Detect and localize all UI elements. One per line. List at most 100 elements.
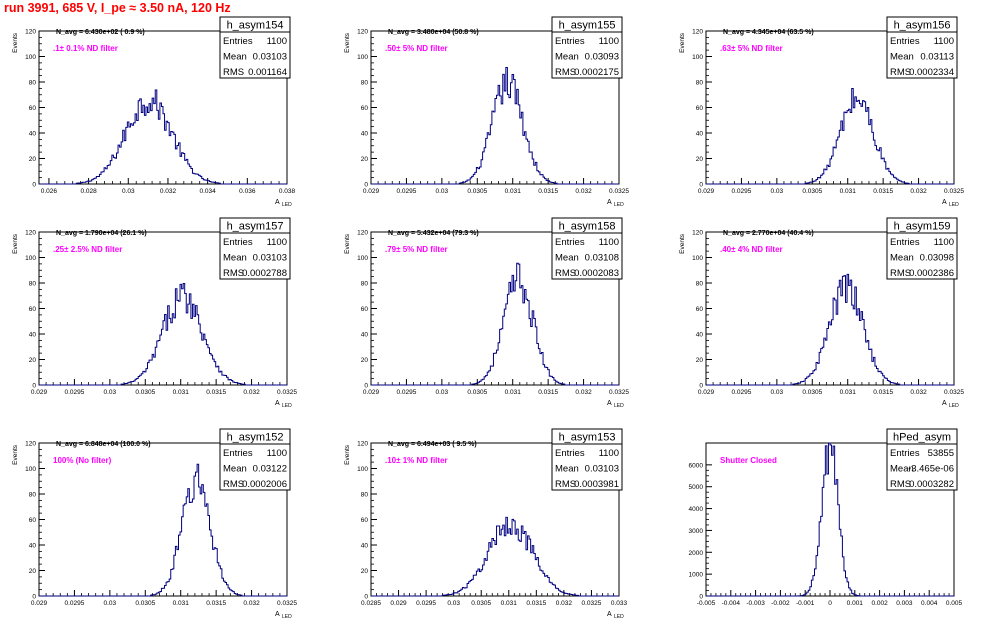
x-tick-label: 0.029	[698, 188, 715, 195]
stats-box	[551, 217, 623, 280]
x-tick-label: 0.032	[160, 188, 177, 195]
x-tick-label: 0.03	[104, 389, 117, 396]
x-tick-label: -0.003	[746, 600, 765, 607]
x-tick-label: 0.031	[501, 600, 518, 607]
y-tick-label: 0	[364, 383, 368, 390]
x-tick-label: 0.031	[173, 389, 190, 396]
histogram-series	[39, 463, 287, 597]
x-tick-label: 0.0295	[416, 600, 436, 607]
y-tick-label: 100	[357, 255, 368, 262]
y-tick-label: 40	[29, 543, 37, 550]
x-tick-label: 0.0325	[944, 389, 964, 396]
stats-label-rms: RMS	[890, 67, 911, 78]
page-title: run 3991, 685 V, I_pe ≈ 3.50 nA, 120 Hz	[4, 1, 231, 15]
stats-value-mean: 0.03108	[585, 253, 619, 264]
y-tick-label: 1000	[689, 572, 704, 579]
stats-label-mean: Mean	[223, 253, 247, 264]
x-tick-label: 0.0305	[135, 600, 155, 607]
x-tick-label: 0.004	[921, 600, 938, 607]
stats-value-rms: 0.0002386	[909, 268, 954, 279]
x-tick-label: 0.031	[505, 188, 522, 195]
x-tick-label: 0.031	[505, 389, 522, 396]
stats-value-entries: 1100	[599, 36, 619, 47]
stats-label-entries: Entries	[223, 36, 253, 47]
x-tick-label: 0.0325	[277, 600, 297, 607]
x-axis-title-sub: LED	[949, 202, 959, 208]
x-tick-label: 0.029	[31, 389, 48, 396]
stats-box	[219, 16, 291, 79]
x-tick-label: -0.005	[697, 600, 716, 607]
x-tick-label: 0.0315	[206, 600, 226, 607]
histogram-series	[39, 89, 287, 185]
panel-h_asym155: 0 20 40 60 80 100 120 0.029 0.0295 0.03 0.0305 0.03…	[344, 16, 629, 208]
x-tick-label: 0.0325	[609, 389, 629, 396]
x-tick-label: 0.032	[910, 188, 927, 195]
y-tick-label: 20	[361, 568, 369, 575]
y-tick-label: 0	[699, 594, 703, 601]
stats-value-rms: 0.0003981	[574, 479, 619, 490]
x-tick-label: 0.0285	[361, 600, 381, 607]
n-avg-annotation: N_avg = 6.430e+02 ( 0.9 %)	[56, 29, 145, 36]
stats-value-entries: 1100	[267, 448, 287, 459]
stats-label-rms: RMS	[555, 479, 576, 490]
y-tick-label: 20	[29, 357, 37, 364]
y-tick-label: 60	[29, 306, 37, 313]
x-tick-label: 0.032	[910, 389, 927, 396]
x-tick-label: 0.032	[243, 389, 260, 396]
x-tick-label: 0.033	[611, 600, 628, 607]
stats-label-mean: Mean	[555, 464, 579, 475]
x-axis-title-sub: LED	[282, 403, 292, 409]
filter-label: .63± 5% ND filter	[720, 44, 783, 53]
panel-h_asym153: 0 20 40 60 80 100 120 0.0285 0.029 0.0295 0.03 0.03…	[344, 428, 628, 620]
stats-value-mean: 0.03113	[920, 52, 954, 63]
stats-label-entries: Entries	[890, 36, 920, 47]
y-tick-label: 6000	[689, 462, 704, 469]
y-tick-label: 5000	[689, 484, 704, 491]
y-tick-label: 80	[696, 80, 704, 87]
x-tick-label: 0.0305	[802, 389, 822, 396]
y-tick-label: 20	[29, 156, 37, 163]
filter-label: 100% (No filter)	[53, 456, 112, 465]
y-tick-label: 120	[357, 29, 368, 36]
x-tick-label: 0.031	[840, 188, 857, 195]
filter-label: .25± 2.5% ND filter	[53, 245, 122, 254]
x-tick-label: 0.032	[243, 600, 260, 607]
x-tick-label: 0.03	[436, 389, 449, 396]
x-tick-label: 0.032	[575, 188, 592, 195]
y-tick-label: 40	[361, 131, 369, 138]
x-tick-label: 0.031	[840, 389, 857, 396]
x-tick-label: 0.032	[556, 600, 573, 607]
histogram-series	[706, 442, 954, 597]
y-tick-label: 100	[25, 54, 36, 61]
x-tick-label: 0.0315	[538, 188, 558, 195]
y-axis-title: Events	[344, 444, 351, 465]
x-axis-title: A	[275, 611, 280, 618]
filter-label: .10± 1% ND filter	[385, 456, 448, 465]
panel-h_asym157: 0 20 40 60 80 100 120 0.029 0.0295 0.03 0.0305 0.03…	[12, 217, 297, 409]
y-axis-title: Events	[344, 233, 351, 254]
stats-value-mean: 0.03098	[920, 253, 954, 264]
x-tick-label: 0.003	[896, 600, 913, 607]
y-axis-title: Events	[12, 444, 19, 465]
stats-label-rms: RMS	[890, 268, 911, 279]
histogram-series	[706, 273, 954, 386]
y-tick-label: 120	[25, 29, 36, 36]
x-axis-title: A	[607, 400, 612, 407]
stats-label-entries: Entries	[555, 237, 585, 248]
x-tick-label: 0.03	[104, 600, 117, 607]
x-tick-label: 0.0295	[731, 188, 751, 195]
y-tick-label: 60	[29, 517, 37, 524]
x-tick-label: 0.001	[847, 600, 864, 607]
stats-label-mean: Mean	[223, 464, 247, 475]
x-tick-label: 0.002	[871, 600, 888, 607]
stats-value-rms: 0.0002788	[242, 268, 287, 279]
y-tick-label: 80	[361, 281, 369, 288]
stats-value-rms: 0.0002006	[242, 479, 287, 490]
stats-title: hPed_asym	[893, 432, 951, 444]
filter-label: Shutter Closed	[720, 456, 777, 465]
y-tick-label: 120	[25, 441, 36, 448]
stats-title: h_asym154	[227, 20, 284, 32]
y-tick-label: 60	[696, 306, 704, 313]
histogram-series	[39, 283, 287, 386]
stats-label-entries: Entries	[890, 448, 920, 459]
